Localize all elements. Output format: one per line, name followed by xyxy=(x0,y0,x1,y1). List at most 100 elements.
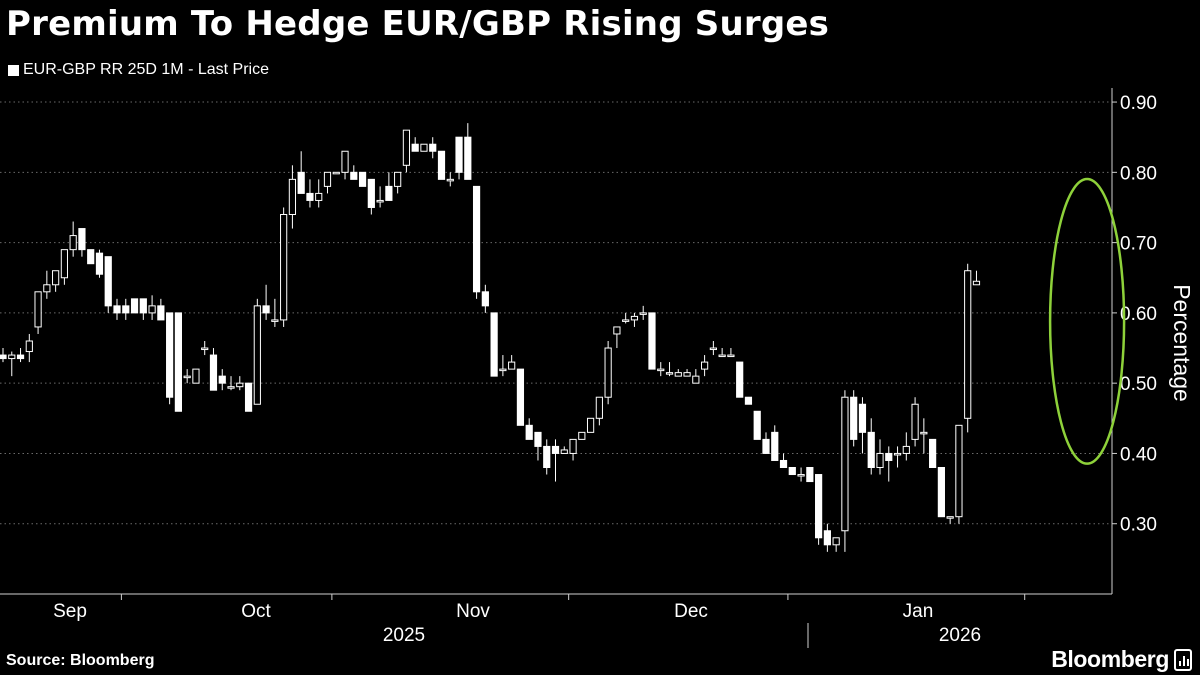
candle-body-up xyxy=(227,386,235,389)
highlight-ellipse xyxy=(1048,177,1126,465)
candle-body-down xyxy=(130,298,139,314)
candle-body-up xyxy=(876,452,884,469)
y-tick-label: 0.40 xyxy=(1120,444,1157,465)
candle-body-down xyxy=(209,354,218,391)
legend-swatch xyxy=(8,64,19,76)
candle-body-up xyxy=(955,424,963,518)
candle-body-up xyxy=(727,354,735,358)
candle-body-up xyxy=(701,361,709,370)
candle-body-down xyxy=(367,178,375,208)
candle-body-down xyxy=(350,171,358,180)
candle-body-up xyxy=(911,403,919,440)
candle-body-down xyxy=(815,474,823,539)
y-tick-label: 0.60 xyxy=(1120,304,1157,325)
y-tick-label: 0.30 xyxy=(1120,515,1157,536)
candle-body-down xyxy=(139,298,147,314)
candle-body-up xyxy=(394,171,402,187)
x-year-label: 2026 xyxy=(939,625,981,646)
candle-body-up xyxy=(683,372,691,377)
candle-body-down xyxy=(411,143,419,152)
candle-body-up xyxy=(832,537,840,546)
candle-body-up xyxy=(586,417,595,433)
candle-body-up xyxy=(946,516,954,519)
candle-body-up xyxy=(639,312,647,315)
candle-body-down xyxy=(455,136,463,173)
candle-body-down xyxy=(166,312,174,398)
candle-body-down xyxy=(464,136,472,180)
candle-body-up xyxy=(902,445,910,454)
candle-body-down xyxy=(78,228,86,251)
candle-body-down xyxy=(534,431,542,447)
candle-body-up xyxy=(315,192,323,201)
candle-body-up xyxy=(508,361,516,370)
candle-body-up xyxy=(69,235,77,251)
candle-body-up xyxy=(341,150,349,173)
candle-body-down xyxy=(429,143,437,152)
candle-body-up xyxy=(253,305,261,405)
candle-body-up xyxy=(52,270,60,286)
candle-body-down xyxy=(358,171,367,187)
candle-body-down xyxy=(929,438,937,468)
candle-body-up xyxy=(972,280,981,286)
candle-body-up xyxy=(560,449,568,454)
candle-body-down xyxy=(0,354,7,360)
bloomberg-logo: Bloomberg xyxy=(1051,646,1192,673)
candle-body-down xyxy=(297,171,305,194)
candle-body-up xyxy=(595,396,603,419)
candle-body-up xyxy=(657,368,665,372)
candle-body-down xyxy=(218,375,226,384)
candle-body-down xyxy=(543,445,551,468)
candle-body-down xyxy=(104,256,112,307)
chart-legend: EUR-GBP RR 25D 1M - Last Price xyxy=(8,61,269,79)
candle-body-down xyxy=(490,312,498,377)
candle-body-up xyxy=(34,291,42,328)
candle-body-down xyxy=(437,150,446,180)
source-note: Source: Bloomberg xyxy=(6,652,155,669)
candle-body-down xyxy=(16,354,25,360)
candle-body-down xyxy=(753,410,761,440)
candle-body-down xyxy=(779,459,788,469)
candle-body-up xyxy=(60,249,68,279)
y-tick-label: 0.70 xyxy=(1120,234,1157,255)
candle-body-up xyxy=(964,270,972,419)
candle-body-up xyxy=(323,171,332,187)
y-axis-title: Percentage xyxy=(1169,284,1195,402)
candle-body-down xyxy=(551,445,560,454)
candle-body-down xyxy=(850,396,858,440)
candle-body-up xyxy=(402,129,411,166)
candle-body-up xyxy=(280,214,288,321)
candle-body-up xyxy=(446,178,454,182)
candle-body-down xyxy=(122,305,130,314)
y-tick-label: 0.50 xyxy=(1120,374,1157,395)
candle-body-up xyxy=(613,326,621,335)
candle-body-down xyxy=(472,185,481,293)
candle-body-down xyxy=(736,361,744,398)
candle-body-down xyxy=(481,291,489,307)
candle-body-down xyxy=(262,305,270,314)
candle-body-up xyxy=(499,368,507,372)
candle-body-up xyxy=(674,372,682,377)
candle-body-up xyxy=(183,375,191,379)
y-tick-label: 0.90 xyxy=(1120,93,1157,114)
candle-body-down xyxy=(95,252,104,275)
candle-body-down xyxy=(806,467,814,483)
candle-body-down xyxy=(858,403,867,433)
x-month-label: Sep xyxy=(53,601,87,622)
candle-body-up xyxy=(236,382,244,388)
candle-body-up xyxy=(8,354,16,360)
candle-body-down xyxy=(87,249,95,265)
candle-body-up xyxy=(841,396,849,532)
y-tick-label: 0.80 xyxy=(1120,163,1157,184)
candle-body-up xyxy=(43,284,51,293)
brand-wordmark: Bloomberg xyxy=(1051,646,1169,672)
candle-body-down xyxy=(174,312,183,412)
candle-body-up xyxy=(604,347,612,398)
candle-body-up xyxy=(622,319,630,322)
x-month-label: Dec xyxy=(674,601,708,622)
x-month-label: Nov xyxy=(456,601,490,622)
candle-body-down xyxy=(244,382,253,412)
legend-label: EUR-GBP RR 25D 1M - Last Price xyxy=(23,61,269,78)
candle-body-up xyxy=(797,474,805,477)
candle-body-down xyxy=(823,530,831,546)
